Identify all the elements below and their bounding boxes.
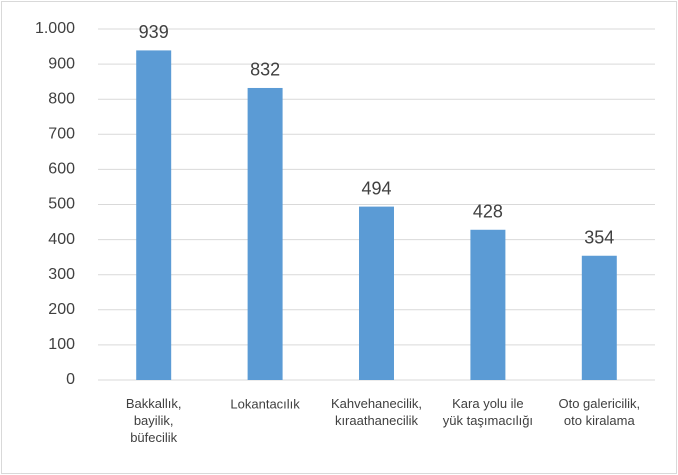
y-tick-label: 600 <box>48 161 75 178</box>
bar <box>359 206 394 380</box>
y-tick-label: 300 <box>48 266 75 283</box>
y-tick-label: 900 <box>48 55 75 72</box>
data-label: 939 <box>139 22 169 42</box>
bar <box>581 255 617 380</box>
bar <box>247 87 283 380</box>
y-tick-label: 100 <box>48 336 75 353</box>
y-tick-label: 0 <box>66 371 75 388</box>
bar <box>470 229 506 380</box>
data-label: 494 <box>361 178 391 198</box>
x-tick-label: Kahvehanecilik, kıraathanecilik <box>331 396 422 428</box>
y-tick-label: 700 <box>48 126 75 143</box>
x-tick-label: Bakkallık, bayilik, büfecilik <box>126 396 182 445</box>
data-label: 832 <box>250 60 280 80</box>
x-tick-label: Oto galericilik, oto kiralama <box>558 396 640 428</box>
x-tick-label: Lokantacılık <box>230 396 300 411</box>
y-tick-label: 800 <box>48 90 75 107</box>
data-label: 354 <box>584 227 614 247</box>
y-tick-label: 1.000 <box>35 20 75 37</box>
x-tick-label: Kara yolu ile yük taşımacılığı <box>443 396 533 428</box>
y-tick-label: 200 <box>48 301 75 318</box>
y-tick-label: 400 <box>48 231 75 248</box>
data-label: 428 <box>473 202 503 222</box>
bar <box>136 50 172 380</box>
y-tick-label: 500 <box>48 196 75 213</box>
